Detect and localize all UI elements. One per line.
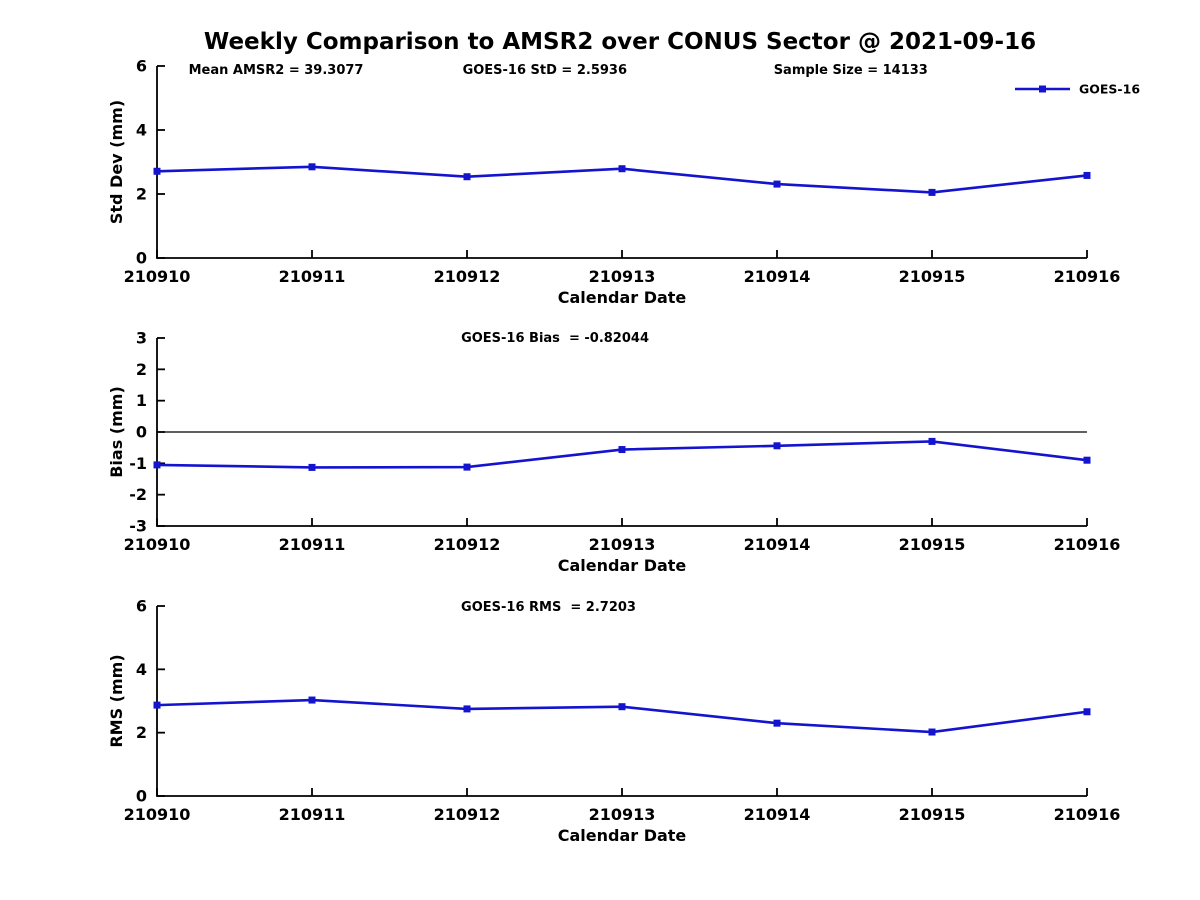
data-marker xyxy=(463,173,471,181)
data-marker xyxy=(153,701,161,709)
x-tick-label: 210910 xyxy=(124,805,191,824)
data-marker xyxy=(463,705,471,713)
y-tick-label: 4 xyxy=(136,660,147,679)
y-tick-label: 0 xyxy=(136,423,147,442)
y-tick-label: -3 xyxy=(129,517,147,536)
y-tick-label: -1 xyxy=(129,454,147,473)
data-marker xyxy=(308,696,316,704)
data-marker xyxy=(308,463,316,471)
data-marker xyxy=(928,728,936,736)
y-tick-label: 0 xyxy=(136,249,147,268)
data-marker xyxy=(773,719,781,727)
x-tick-label: 210913 xyxy=(589,267,656,286)
data-marker xyxy=(618,165,626,173)
x-tick-label: 210911 xyxy=(279,267,346,286)
x-tick-label: 210913 xyxy=(589,535,656,554)
y-axis-label: RMS (mm) xyxy=(107,654,126,747)
series-line xyxy=(156,440,1088,469)
legend-label: GOES-16 xyxy=(1079,82,1140,97)
annotation: GOES-16 RMS = 2.7203 xyxy=(461,600,636,615)
legend: GOES-16 xyxy=(1015,82,1140,97)
y-axis-label: Bias (mm) xyxy=(107,386,126,478)
data-marker xyxy=(308,163,316,171)
data-marker xyxy=(153,461,161,469)
data-marker xyxy=(773,180,781,188)
rms-chart: 0 2 4 6 210910 210911 210912 210913 210914 210915… xyxy=(107,597,1120,846)
x-tick-label: 210911 xyxy=(279,535,346,554)
x-tick-label: 210912 xyxy=(434,535,501,554)
x-tick-label: 210915 xyxy=(899,805,966,824)
x-tick-label: 210913 xyxy=(589,805,656,824)
data-marker xyxy=(1083,708,1091,716)
axis-frame xyxy=(156,66,1087,259)
x-tick-label: 210916 xyxy=(1054,535,1121,554)
x-tick-label: 210915 xyxy=(899,267,966,286)
x-axis-label: Calendar Date xyxy=(558,288,687,307)
y-axis-label: Std Dev (mm) xyxy=(107,100,126,224)
x-tick-label: 210914 xyxy=(744,805,811,824)
x-axis-label: Calendar Date xyxy=(558,556,687,575)
data-marker xyxy=(463,463,471,471)
x-axis-label: Calendar Date xyxy=(558,826,687,845)
x-tick-label: 210915 xyxy=(899,535,966,554)
x-tick-label: 210912 xyxy=(434,267,501,286)
y-tick-label: -2 xyxy=(129,485,147,504)
y-tick-label: 2 xyxy=(136,360,147,379)
data-marker xyxy=(618,446,626,454)
x-tick-label: 210910 xyxy=(124,267,191,286)
x-tick-label: 210914 xyxy=(744,535,811,554)
legend-marker xyxy=(1039,85,1046,93)
annotation: Sample Size = 14133 xyxy=(774,63,928,78)
x-tick-label: 210916 xyxy=(1054,805,1121,824)
y-tick-label: 4 xyxy=(136,121,147,140)
data-marker xyxy=(1083,456,1091,464)
y-tick-label: 3 xyxy=(136,329,147,348)
data-marker xyxy=(928,188,936,196)
y-tick-label: 6 xyxy=(136,597,147,616)
data-marker xyxy=(773,442,781,450)
data-marker xyxy=(153,167,161,175)
y-tick-label: 2 xyxy=(136,723,147,742)
x-tick-label: 210912 xyxy=(434,805,501,824)
x-tick-label: 210916 xyxy=(1054,267,1121,286)
stddev-chart: 0 2 4 6 210910 210911 210912 210913 210914 210915… xyxy=(107,57,1140,308)
y-tick-label: 2 xyxy=(136,185,147,204)
chart-title: Weekly Comparison to AMSR2 over CONUS Se… xyxy=(203,29,1037,55)
x-tick-label: 210914 xyxy=(744,267,811,286)
data-marker xyxy=(928,437,936,445)
y-tick-label: 1 xyxy=(136,391,147,410)
annotation: GOES-16 Bias = -0.82044 xyxy=(461,331,649,346)
data-marker xyxy=(618,703,626,711)
data-marker xyxy=(1083,171,1091,179)
y-tick-label: 0 xyxy=(136,787,147,806)
bias-chart: -3 -2 -1 0 1 2 3 210910 210911 210912 210913 210914… xyxy=(107,329,1120,576)
x-tick-label: 210911 xyxy=(279,805,346,824)
y-tick-label: 6 xyxy=(136,57,147,76)
annotation: Mean AMSR2 = 39.3077 xyxy=(189,63,364,78)
annotation: GOES-16 StD = 2.5936 xyxy=(463,63,627,78)
x-tick-label: 210910 xyxy=(124,535,191,554)
